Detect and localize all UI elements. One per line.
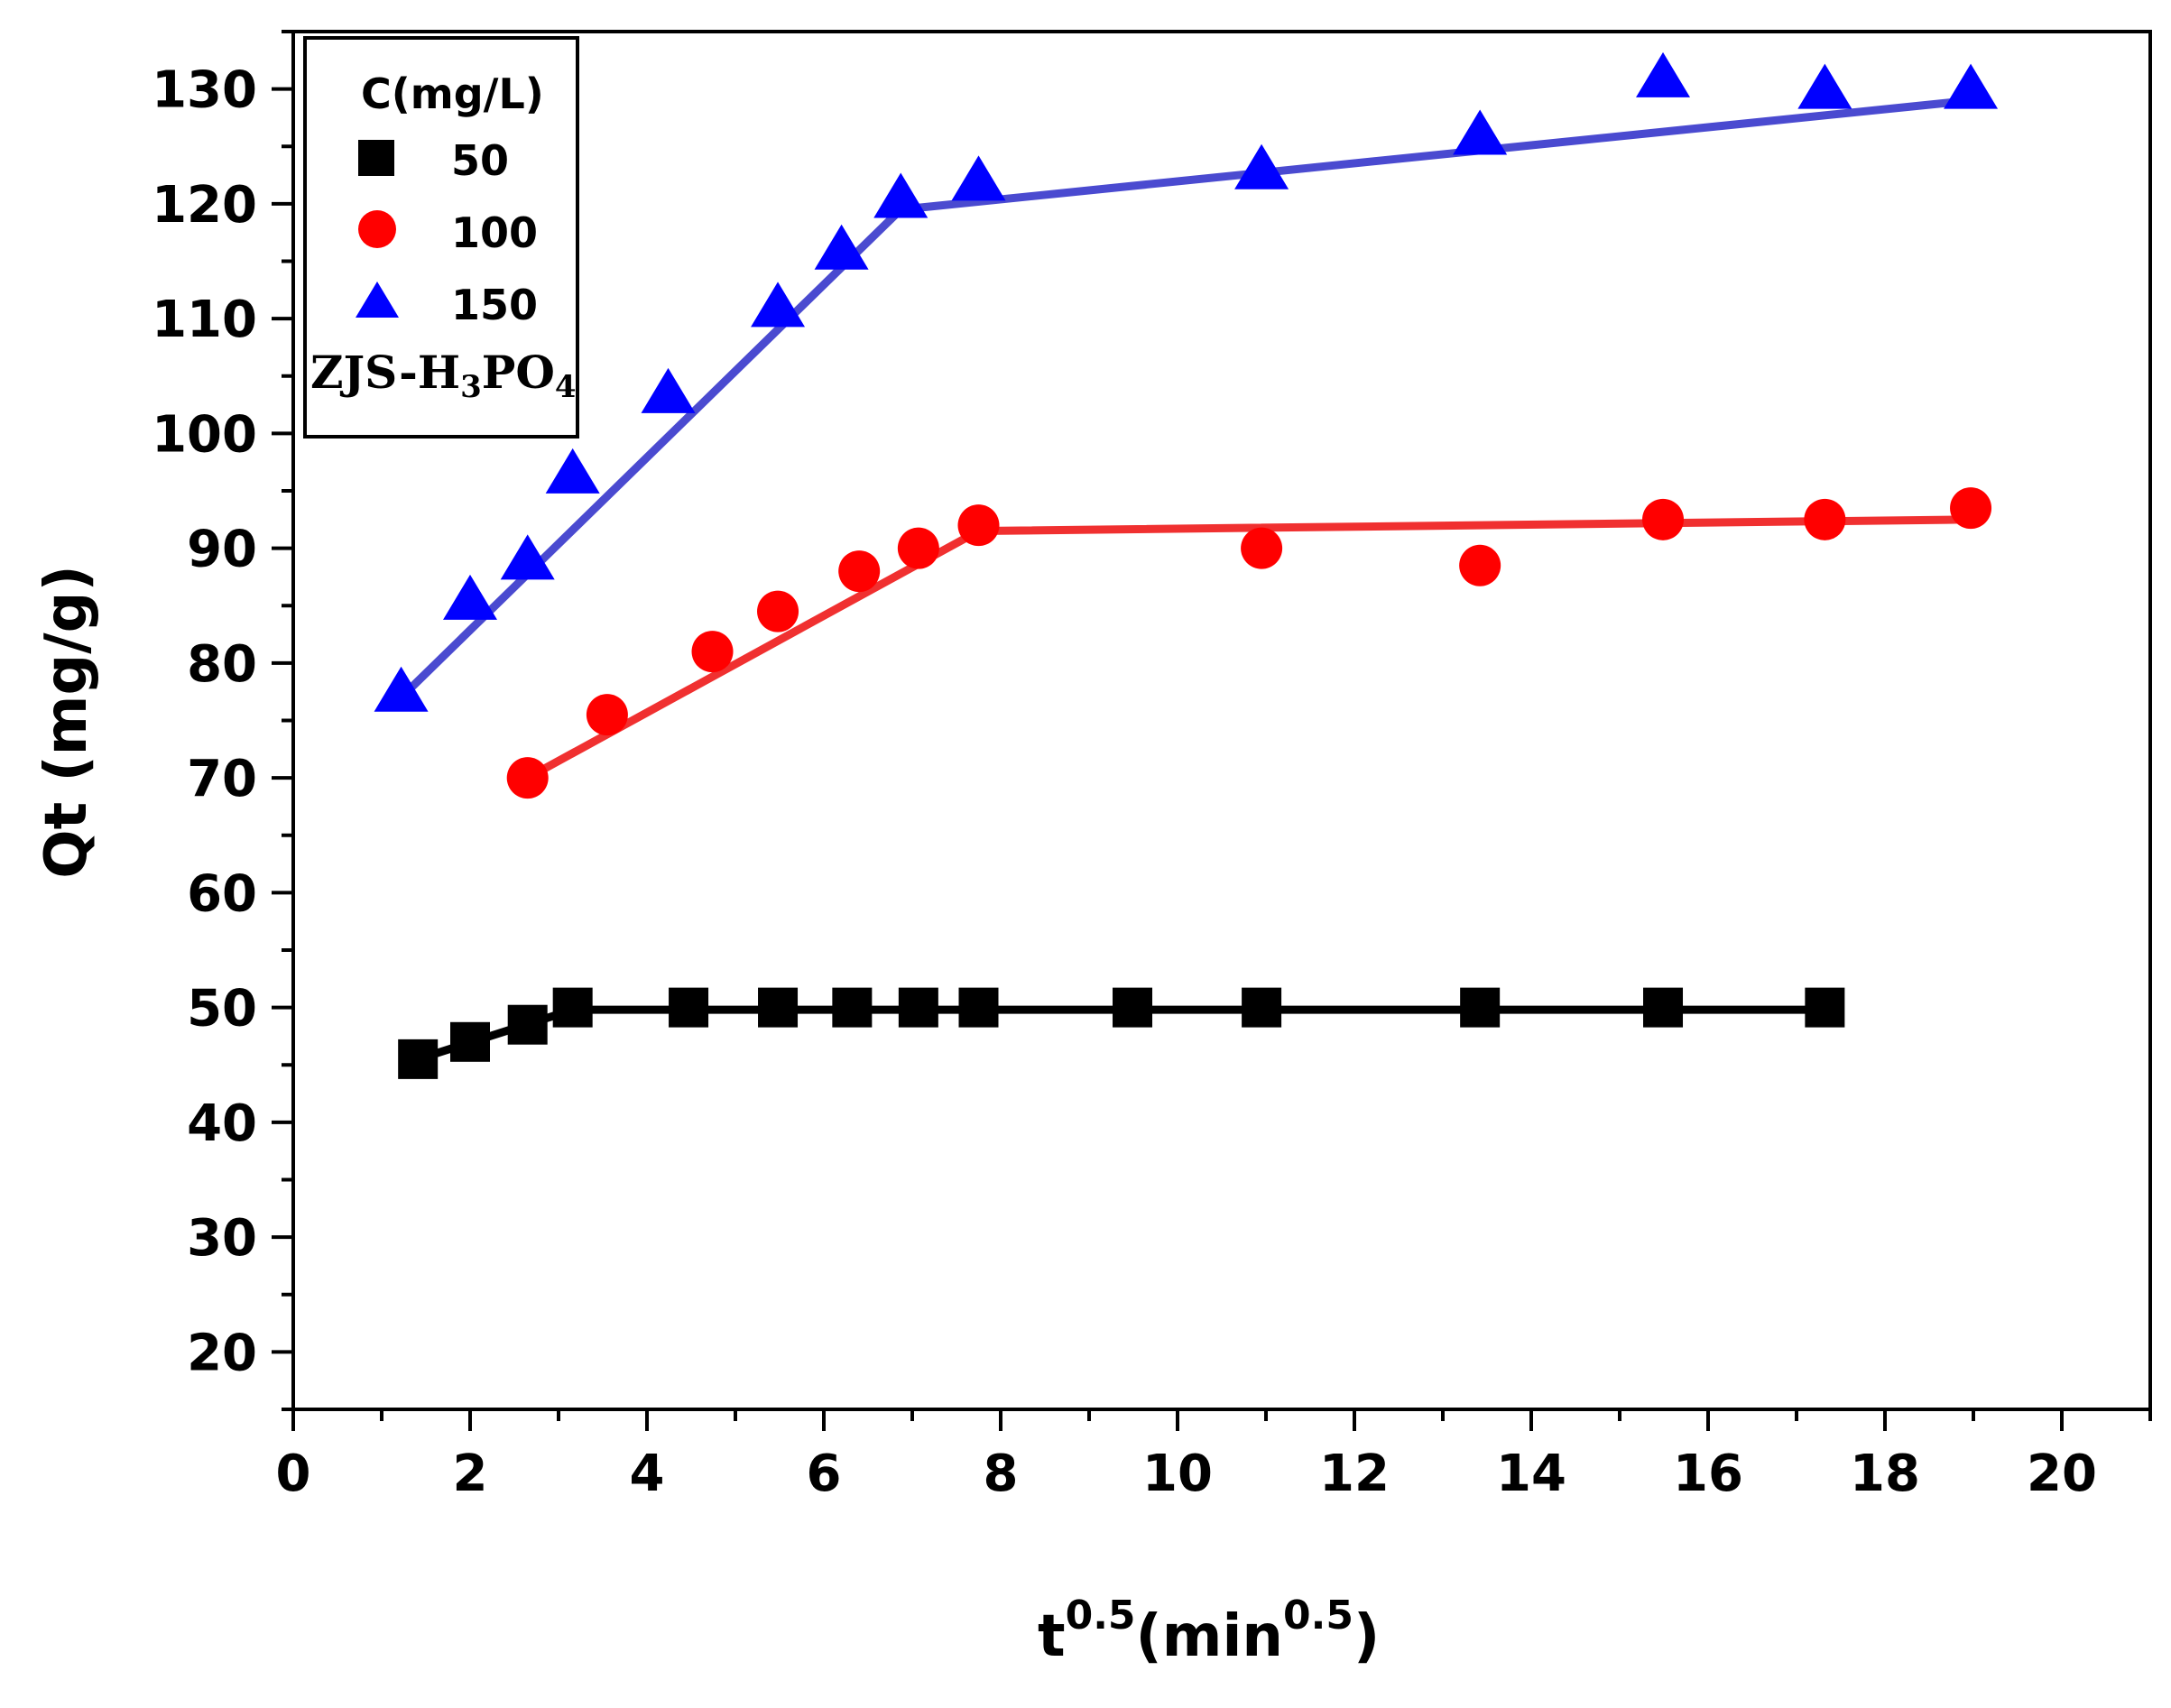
x-tick-label: 0 [276, 1445, 311, 1503]
data-point-150 [873, 172, 928, 218]
data-point-100 [691, 631, 734, 673]
y-tick-label: 90 [187, 521, 257, 579]
x-tick-label: 8 [984, 1445, 1019, 1503]
y-tick-label: 20 [187, 1324, 257, 1382]
x-tick-label: 14 [1496, 1445, 1566, 1503]
x-tick-label: 6 [807, 1445, 842, 1503]
data-point-50 [398, 1039, 439, 1079]
y-tick-label: 120 [152, 176, 257, 235]
x-tick-label: 4 [630, 1445, 665, 1503]
data-point-150 [951, 155, 1006, 201]
y-tick-label: 40 [187, 1094, 257, 1153]
x-tick-label: 12 [1319, 1445, 1390, 1503]
x-axis-title: t0.5(min0.5) [1038, 1593, 1380, 1670]
data-point-50 [669, 987, 709, 1028]
data-point-150 [545, 448, 600, 494]
legend-marker-circle-icon [358, 210, 396, 248]
data-point-50 [1643, 987, 1684, 1028]
fit-line-50-0 [413, 1005, 577, 1064]
y-tick-label: 30 [187, 1209, 257, 1268]
data-point-150 [814, 224, 869, 270]
data-point-150 [374, 666, 429, 712]
fit-line-150-1 [896, 96, 1975, 214]
data-point-150 [1453, 109, 1508, 155]
data-point-150 [641, 367, 696, 413]
data-point-100 [1642, 498, 1685, 540]
data-point-100 [506, 757, 549, 799]
data-point-50 [958, 987, 999, 1028]
data-point-150 [1944, 63, 1999, 109]
x-axis-title-close: ) [1353, 1603, 1380, 1670]
x-tick-label: 16 [1673, 1445, 1743, 1503]
legend: C(mg/L) 50 100 150 ZJS-H3PO4 [303, 36, 579, 439]
x-axis-title-exp: 0.5 [1066, 1593, 1136, 1639]
x-axis-title-open: (min [1136, 1603, 1283, 1670]
data-point-50 [832, 987, 873, 1028]
data-point-50 [450, 1021, 490, 1062]
data-point-150 [1797, 63, 1852, 109]
data-point-50 [1460, 987, 1501, 1028]
data-point-50 [898, 987, 938, 1028]
data-point-150 [1636, 51, 1691, 97]
data-point-50 [1805, 987, 1845, 1028]
data-point-100 [1804, 498, 1846, 540]
x-tick-labels: 0 2 4 6 8 10 12 14 16 18 20 [276, 1445, 2097, 1503]
data-point-150 [751, 282, 806, 328]
data-point-50 [1242, 987, 1282, 1028]
y-tick-label: 50 [187, 980, 257, 1039]
x-tick-label: 2 [453, 1445, 488, 1503]
data-point-100 [838, 550, 881, 593]
data-point-50 [552, 987, 593, 1028]
y-tick-label: 100 [152, 405, 257, 464]
data-point-100 [586, 694, 628, 736]
y-tick-label: 70 [187, 750, 257, 808]
data-point-150 [1234, 143, 1289, 189]
legend-box [303, 36, 579, 439]
y-tick-label: 110 [152, 291, 257, 349]
data-point-100 [1241, 527, 1283, 569]
x-axis-title-base: t [1038, 1603, 1066, 1670]
legend-label-100: 100 [451, 208, 538, 257]
legend-marker-triangle-icon [356, 282, 399, 318]
data-point-100 [897, 527, 939, 569]
data-point-100 [957, 504, 1000, 547]
legend-title: C(mg/L) [361, 69, 544, 118]
y-axis-title: Qt (mg/g) [33, 565, 100, 878]
legend-sample-label: ZJS-H3PO4 [310, 346, 577, 405]
y-tick-label: 60 [187, 864, 257, 923]
y-tick-label: 130 [152, 61, 257, 120]
data-markers [374, 51, 1999, 1079]
fit-line-100-0 [523, 527, 983, 782]
legend-label-150: 150 [451, 281, 538, 329]
legend-label-50: 50 [451, 136, 509, 185]
x-tick-label: 20 [2027, 1445, 2097, 1503]
data-point-100 [757, 590, 799, 632]
data-point-50 [758, 987, 799, 1028]
fit-lines [397, 96, 1975, 1064]
axis-ticks [272, 30, 2152, 1431]
data-point-150 [500, 534, 555, 580]
y-tick-label: 80 [187, 635, 257, 694]
x-tick-label: 10 [1142, 1445, 1213, 1503]
data-point-100 [1459, 544, 1501, 586]
y-tick-labels: 20 30 40 50 60 70 80 90 100 110 120 130 [152, 61, 257, 1383]
data-point-100 [1950, 487, 1992, 530]
data-point-150 [443, 574, 497, 620]
data-point-50 [1113, 987, 1153, 1028]
legend-marker-square-icon [358, 140, 394, 176]
x-axis-title-unit-exp: 0.5 [1283, 1593, 1353, 1639]
data-point-50 [507, 1004, 548, 1045]
x-tick-label: 18 [1850, 1445, 1920, 1503]
